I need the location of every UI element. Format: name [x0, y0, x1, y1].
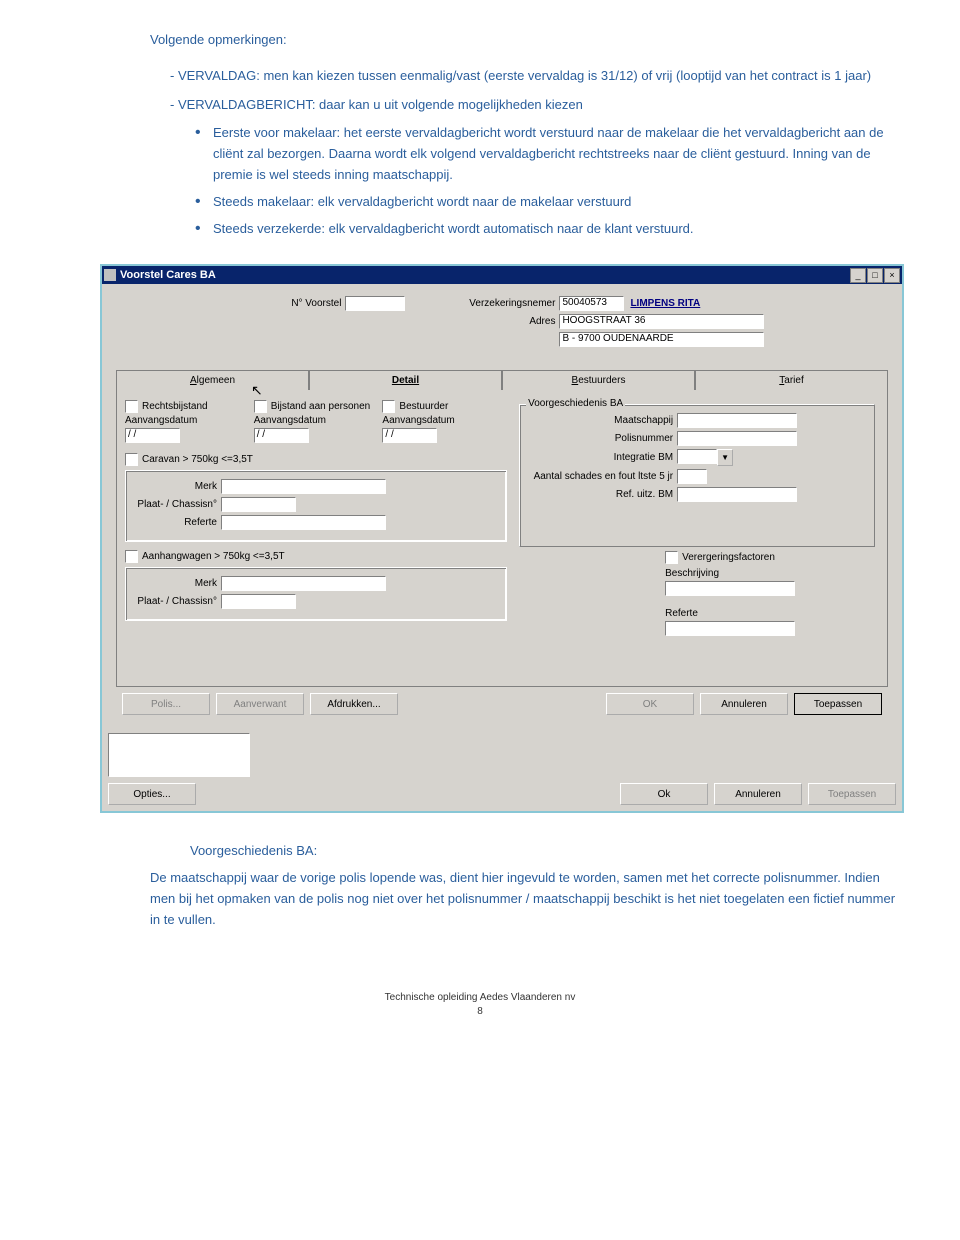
aanvangsdatum-label-2: Aanvangsdatum: [254, 415, 326, 426]
merk-label-2: Merk: [132, 578, 221, 589]
aanverwant-button[interactable]: Aanverwant: [216, 693, 304, 715]
chk-caravan[interactable]: [125, 453, 138, 466]
plaat-input-1[interactable]: [221, 497, 296, 512]
plaat-label-1: Plaat- / Chassisn°: [132, 499, 221, 510]
options-listbox[interactable]: [108, 733, 250, 777]
minimize-button[interactable]: _: [850, 268, 866, 283]
integratie-label: Integratie BM: [528, 452, 677, 463]
referte-input-1[interactable]: [221, 515, 386, 530]
polisnummer-label: Polisnummer: [528, 433, 677, 444]
integratie-combo[interactable]: [677, 449, 717, 464]
toepassen-button-2[interactable]: Toepassen: [808, 783, 896, 805]
ok-button-2[interactable]: Ok: [620, 783, 708, 805]
toepassen-button-1[interactable]: Toepassen: [794, 693, 882, 715]
referte-label-2: Referte: [665, 608, 879, 619]
chk-bestuurder-label: Bestuurder: [399, 401, 448, 412]
adres2-input[interactable]: B - 9700 OUDENAARDE: [559, 332, 764, 347]
tab-tarief[interactable]: Tarief: [695, 370, 888, 390]
tab-bestuurders[interactable]: Bestuurders: [502, 370, 695, 390]
referte-label-1: Referte: [132, 517, 221, 528]
doc-bullet-1: Eerste voor makelaar: het eerste vervald…: [195, 123, 900, 185]
maximize-button[interactable]: □: [867, 268, 883, 283]
doc-item-1: - VERVALDAG: men kan kiezen tussen eenma…: [170, 66, 900, 87]
adres-label: Adres: [455, 316, 559, 327]
integratie-dropdown[interactable]: ▼: [717, 449, 733, 466]
schades-label: Aantal schades en fout ltste 5 jr: [528, 471, 677, 482]
annuleren-button-1[interactable]: Annuleren: [700, 693, 788, 715]
adres1-input[interactable]: HOOGSTRAAT 36: [559, 314, 764, 329]
polis-button[interactable]: Polis...: [122, 693, 210, 715]
tab-algemeen[interactable]: Algemeen: [116, 370, 309, 390]
footer-page-number: 8: [0, 1005, 960, 1019]
titlebar: Voorstel Cares BA _ □ ×: [102, 266, 902, 284]
aanvangsdatum-label-3: Aanvangsdatum: [382, 415, 454, 426]
refuitz-input[interactable]: [677, 487, 797, 502]
doc-item-2: - VERVALDAGBERICHT: daar kan u uit volge…: [170, 95, 900, 116]
doc-heading: Volgende opmerkingen:: [150, 30, 900, 51]
voorstel-label: N° Voorstel: [251, 298, 345, 309]
afdrukken-button[interactable]: Afdrukken...: [310, 693, 398, 715]
chk-rechtsbijstand-label: Rechtsbijstand: [142, 401, 208, 412]
maatschappij-label: Maatschappij: [528, 415, 677, 426]
doc-paragraph-1: De maatschappij waar de vorige polis lop…: [150, 868, 900, 930]
ok-button-1[interactable]: OK: [606, 693, 694, 715]
chk-aanhangwagen-label: Aanhangwagen > 750kg <=3,5T: [142, 551, 285, 562]
merk-label-1: Merk: [132, 481, 221, 492]
footer-line1: Technische opleiding Aedes Vlaanderen nv: [0, 991, 960, 1005]
close-button[interactable]: ×: [884, 268, 900, 283]
chk-caravan-label: Caravan > 750kg <=3,5T: [142, 454, 253, 465]
doc-bullet-3: Steeds verzekerde: elk vervaldagbericht …: [195, 219, 900, 240]
chk-aanhangwagen[interactable]: [125, 550, 138, 563]
verzekeringsnemer-label: Verzekeringsnemer: [455, 298, 559, 309]
schades-input[interactable]: [677, 469, 707, 484]
chk-bijstand[interactable]: [254, 400, 267, 413]
plaat-input-2[interactable]: [221, 594, 296, 609]
date-input-3[interactable]: / /: [382, 428, 437, 443]
beschrijving-label: Beschrijving: [665, 568, 879, 579]
app-window: Voorstel Cares BA _ □ × N° Voorstel Verz…: [100, 264, 904, 813]
chk-bestuurder[interactable]: [382, 400, 395, 413]
verzekeringsnemer-link[interactable]: LIMPENS RITA: [630, 298, 700, 309]
voorstel-input[interactable]: [345, 296, 405, 311]
chk-rechtsbijstand[interactable]: [125, 400, 138, 413]
window-title: Voorstel Cares BA: [120, 269, 850, 281]
annuleren-button-2[interactable]: Annuleren: [714, 783, 802, 805]
chk-verergering[interactable]: [665, 551, 678, 564]
date-input-1[interactable]: / /: [125, 428, 180, 443]
chk-bijstand-label: Bijstand aan personen: [271, 401, 371, 412]
aanvangsdatum-label-1: Aanvangsdatum: [125, 415, 197, 426]
voorgeschiedenis-group: Voorgeschiedenis BA: [526, 398, 625, 409]
date-input-2[interactable]: / /: [254, 428, 309, 443]
app-icon: [104, 269, 116, 281]
merk-input-2[interactable]: [221, 576, 386, 591]
refuitz-label: Ref. uitz. BM: [528, 489, 677, 500]
polisnummer-input[interactable]: [677, 431, 797, 446]
verzekeringsnemer-input[interactable]: 50040573: [559, 296, 624, 311]
merk-input-1[interactable]: [221, 479, 386, 494]
referte-input-2[interactable]: [665, 621, 795, 636]
tab-detail[interactable]: Detail: [309, 370, 502, 390]
doc-subheading: Voorgeschiedenis BA:: [190, 843, 900, 858]
chk-verergering-label: Verergeringsfactoren: [682, 552, 775, 563]
opties-button[interactable]: Opties...: [108, 783, 196, 805]
plaat-label-2: Plaat- / Chassisn°: [132, 596, 221, 607]
beschrijving-input[interactable]: [665, 581, 795, 596]
doc-bullet-2: Steeds makelaar: elk vervaldagbericht wo…: [195, 192, 900, 213]
maatschappij-input[interactable]: [677, 413, 797, 428]
